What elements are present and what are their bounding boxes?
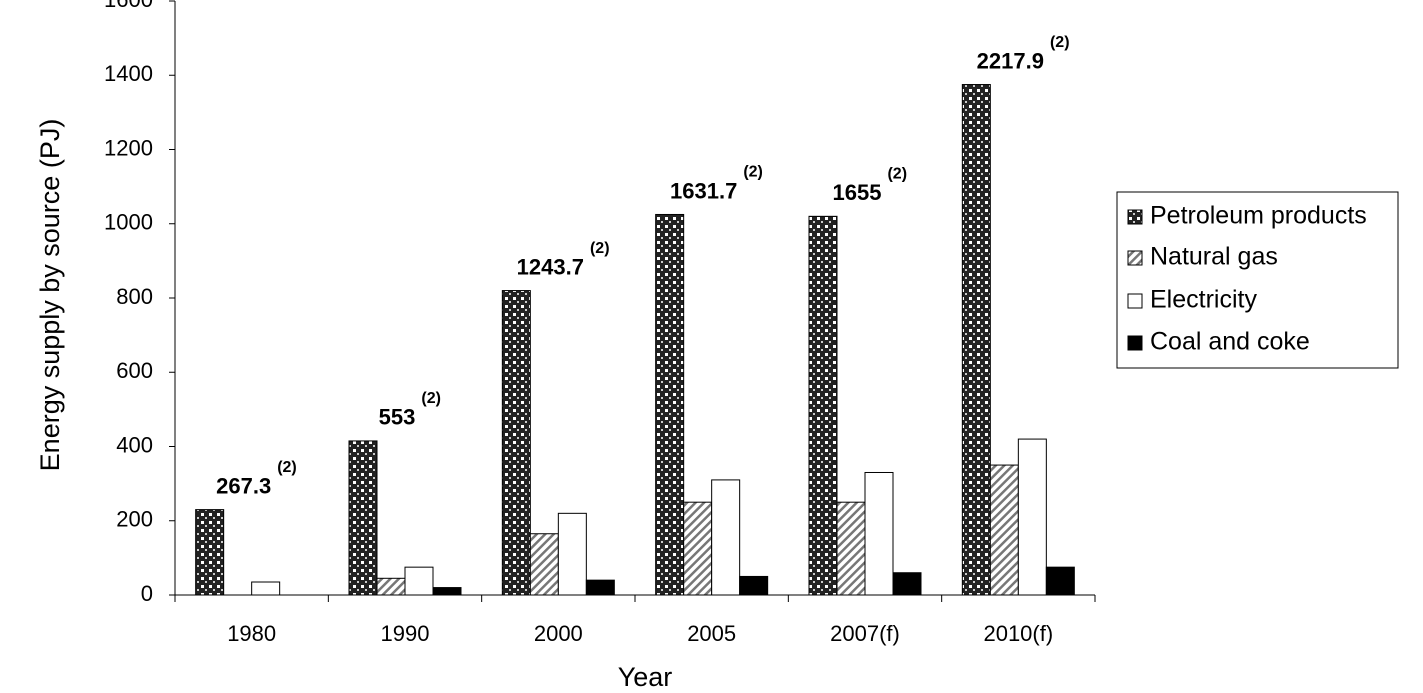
legend-swatch xyxy=(1127,209,1143,225)
legend-label: Coal and coke xyxy=(1150,328,1310,356)
total-label: 553 xyxy=(379,405,416,430)
legend-swatch xyxy=(1127,250,1143,266)
bar xyxy=(655,213,685,596)
legend-swatch xyxy=(1127,293,1143,309)
bar xyxy=(989,464,1019,596)
bar xyxy=(529,533,559,596)
legend-label: Electricity xyxy=(1150,286,1257,314)
bar xyxy=(808,215,838,596)
bar xyxy=(739,575,769,596)
x-tick-label: 2005 xyxy=(687,621,736,646)
y-tick-label: 1200 xyxy=(104,135,153,160)
total-label: 267.3 xyxy=(216,473,271,498)
bar xyxy=(432,587,462,596)
bar xyxy=(501,290,531,596)
y-axis-title: Energy supply by source (PJ) xyxy=(35,119,65,472)
bar xyxy=(585,579,615,596)
y-tick-label: 1400 xyxy=(104,61,153,86)
y-tick-label: 800 xyxy=(116,284,153,309)
y-tick-label: 1000 xyxy=(104,210,153,235)
total-label: 1655 xyxy=(833,180,882,205)
total-note: (2) xyxy=(277,459,297,476)
legend-label: Petroleum products xyxy=(1150,202,1367,230)
total-label: 2217.9 xyxy=(977,48,1044,73)
total-note: (2) xyxy=(743,164,763,181)
x-tick-label: 2010(f) xyxy=(983,621,1053,646)
x-tick-label: 2007(f) xyxy=(830,621,900,646)
bar xyxy=(195,509,225,596)
bar xyxy=(836,501,866,596)
bar xyxy=(1017,438,1047,596)
x-tick-label: 2000 xyxy=(534,621,583,646)
legend-box xyxy=(1116,191,1399,369)
total-note: (2) xyxy=(1050,34,1070,51)
bar xyxy=(711,479,741,596)
bar xyxy=(961,84,991,596)
y-tick-label: 400 xyxy=(116,432,153,457)
bar xyxy=(864,471,894,596)
y-tick-label: 200 xyxy=(116,507,153,532)
total-label: 1631.7 xyxy=(670,178,737,203)
y-tick-label: 600 xyxy=(116,358,153,383)
bar xyxy=(404,566,434,596)
legend-label: Natural gas xyxy=(1150,243,1278,271)
bar xyxy=(376,577,406,596)
total-note: (2) xyxy=(421,390,441,407)
total-note: (2) xyxy=(887,166,907,183)
bar xyxy=(251,581,281,596)
x-axis-title: Year xyxy=(618,662,673,692)
total-label: 1243.7 xyxy=(517,254,584,279)
x-tick-label: 1980 xyxy=(227,621,276,646)
x-tick-label: 1990 xyxy=(381,621,430,646)
bar xyxy=(683,501,713,596)
y-tick-label: 1600 xyxy=(104,0,153,12)
bar xyxy=(557,512,587,596)
bar xyxy=(348,440,378,596)
total-note: (2) xyxy=(590,240,610,257)
y-tick-label: 0 xyxy=(141,581,153,606)
bar xyxy=(1045,566,1075,596)
bar xyxy=(892,572,922,596)
legend-swatch xyxy=(1127,335,1143,351)
